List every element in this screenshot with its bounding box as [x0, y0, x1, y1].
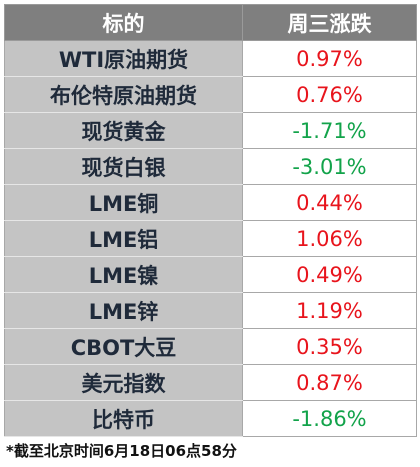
- header-cell: 标的: [4, 4, 243, 41]
- table-row: CBOT大豆 0.35%: [4, 328, 417, 365]
- table-row: 现货黄金 -1.71%: [4, 112, 417, 149]
- change-value: 0.87%: [242, 364, 417, 401]
- table-row: LME锌 1.19%: [4, 292, 417, 329]
- asset-name: 比特币: [4, 400, 243, 437]
- quote-table: 标的 周三涨跌 WTI原油期货 0.97% 布伦特原油期货 0.76% 现货黄金 -1.7…: [4, 4, 417, 437]
- table-row: LME铝 1.06%: [4, 220, 417, 257]
- table-row: WTI原油期货 0.97%: [4, 40, 417, 77]
- header-row: 标的 周三涨跌: [4, 4, 417, 41]
- change-value: 1.19%: [242, 292, 417, 329]
- asset-name: 布伦特原油期货: [4, 76, 243, 113]
- table-row: 美元指数 0.87%: [4, 364, 417, 401]
- change-value: 0.76%: [242, 76, 417, 113]
- change-value: -1.86%: [242, 400, 417, 437]
- asset-name: 现货黄金: [4, 112, 243, 149]
- asset-name: LME锌: [4, 292, 243, 329]
- asset-name: LME铜: [4, 184, 243, 221]
- asset-name: LME镍: [4, 256, 243, 293]
- change-value: -3.01%: [242, 148, 417, 185]
- change-value: -1.71%: [242, 112, 417, 149]
- footnote: *截至北京时间6月18日06点58分: [6, 442, 237, 460]
- asset-name: WTI原油期货: [4, 40, 243, 77]
- table-row: LME铜 0.44%: [4, 184, 417, 221]
- table-row: 布伦特原油期货 0.76%: [4, 76, 417, 113]
- change-value: 1.06%: [242, 220, 417, 257]
- change-value: 0.35%: [242, 328, 417, 365]
- change-value: 0.44%: [242, 184, 417, 221]
- table-body: WTI原油期货 0.97% 布伦特原油期货 0.76% 现货黄金 -1.71% 现货白银 -3…: [4, 40, 417, 437]
- table-row: 比特币 -1.86%: [4, 400, 417, 437]
- asset-name: 美元指数: [4, 364, 243, 401]
- header-cell: 周三涨跌: [242, 4, 417, 41]
- asset-name: CBOT大豆: [4, 328, 243, 365]
- asset-name: 现货白银: [4, 148, 243, 185]
- table-row: 现货白银 -3.01%: [4, 148, 417, 185]
- table-row: LME镍 0.49%: [4, 256, 417, 293]
- change-value: 0.49%: [242, 256, 417, 293]
- change-value: 0.97%: [242, 40, 417, 77]
- asset-name: LME铝: [4, 220, 243, 257]
